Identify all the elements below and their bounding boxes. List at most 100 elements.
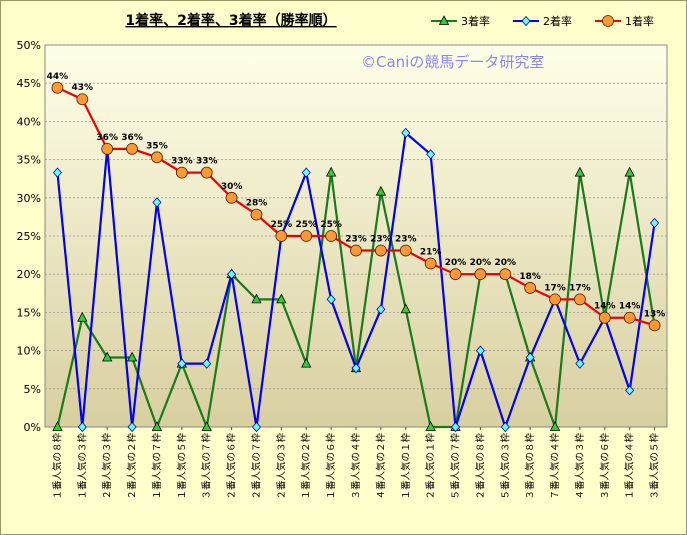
data-point: [227, 269, 237, 280]
data-point: [598, 311, 611, 324]
data-label: 17%: [544, 283, 566, 293]
data-label: 14%: [594, 302, 616, 312]
data-point: [251, 293, 262, 304]
x-tick-label: ２番人気の２枠: [126, 433, 138, 500]
x-tick-label: ２番人気の３枠: [275, 433, 287, 500]
data-label: 28%: [246, 199, 268, 209]
data-label: 23%: [345, 235, 367, 245]
data-point: [648, 319, 661, 332]
legend-entry: 3着率: [461, 14, 490, 28]
data-point: [276, 293, 287, 304]
data-label: 13%: [644, 309, 666, 319]
y-tick-label: 35%: [17, 154, 41, 167]
data-point: [52, 167, 62, 178]
legend-swatch-marker: [521, 15, 531, 27]
data-point: [202, 358, 212, 369]
data-point: [301, 167, 311, 178]
data-point: [126, 351, 138, 362]
x-tick-label: １番人気の６枠: [325, 433, 337, 500]
data-label: 20%: [495, 258, 517, 268]
y-tick-label: 30%: [17, 192, 41, 205]
x-tick-label: １番人気の４枠: [624, 433, 636, 500]
data-point: [101, 143, 114, 155]
data-label: 25%: [271, 220, 293, 230]
data-label: 23%: [370, 235, 392, 245]
x-tick-label: ５番人気の３枠: [499, 433, 511, 500]
x-tick-label: １番人気の８枠: [51, 433, 63, 500]
x-tick-label: ３番人気の４枠: [350, 433, 362, 500]
data-point: [549, 421, 561, 431]
chart-title: 1着率、2着率、3着率（勝率順）: [125, 12, 336, 29]
data-point: [77, 421, 87, 433]
x-tick-label: ２番人気の１枠: [425, 433, 437, 500]
data-label: 23%: [395, 235, 417, 245]
x-tick-label: ５番人気の７枠: [450, 433, 462, 500]
data-point: [449, 268, 462, 281]
data-point: [300, 230, 313, 242]
data-point: [77, 311, 88, 322]
legend-entry: 1着率: [625, 14, 654, 28]
x-tick-label: ３番人気の５枠: [649, 433, 661, 500]
data-point: [52, 421, 63, 431]
x-tick-label: ２番人気の８枠: [474, 433, 486, 500]
data-point: [525, 352, 535, 363]
series-3: 44%43%36% 36%35%33% 33%30%28%25% 25% 25%23% 2…: [47, 72, 666, 332]
data-point: [177, 358, 187, 369]
data-point: [127, 421, 137, 433]
data-point: [51, 81, 64, 94]
data-point: [376, 304, 386, 315]
data-label: 20%: [470, 258, 492, 268]
legend-swatch-marker: [438, 15, 450, 25]
data-point: [401, 127, 411, 138]
legend: 3着率 2着率 1着率: [431, 14, 654, 28]
data-label: 44%: [47, 72, 69, 82]
data-point: [325, 166, 337, 177]
data-point: [625, 385, 635, 396]
data-label: 25%: [320, 220, 342, 230]
x-tick-label: １番人気の１枠: [400, 433, 412, 500]
y-tick-label: 10%: [17, 345, 41, 358]
data-point: [326, 294, 336, 305]
data-point: [225, 191, 238, 204]
data-point: [426, 149, 436, 160]
data-point: [474, 268, 487, 281]
x-tick-label: ２番人気の３枠: [101, 433, 113, 500]
data-point: [275, 230, 288, 242]
data-point: [301, 357, 312, 368]
x-tick-label: ３番人気の７枠: [201, 433, 213, 500]
data-point: [500, 421, 510, 433]
y-tick-label: 25%: [17, 230, 41, 243]
data-point: [574, 166, 586, 177]
legend-swatch-marker: [602, 15, 614, 27]
data-point: [351, 363, 361, 374]
data-label: 36%: [96, 133, 118, 143]
x-tick-label: ４番人気の２枠: [375, 433, 387, 500]
data-label: 30%: [221, 182, 243, 192]
data-point: [475, 345, 485, 356]
data-point: [624, 166, 635, 177]
data-point: [650, 217, 660, 229]
data-point: [250, 208, 263, 221]
data-label: 33%: [196, 157, 218, 167]
data-label: 36%: [121, 133, 143, 143]
data-point: [424, 257, 437, 270]
data-point: [325, 230, 338, 242]
data-label: 14%: [619, 302, 641, 312]
x-tick-label: １番人気の７枠: [151, 433, 163, 500]
x-tick-label: ７番人気の４枠: [549, 433, 561, 500]
data-label: 25%: [295, 220, 317, 230]
data-label: 21%: [420, 248, 442, 258]
data-point: [201, 421, 212, 431]
y-tick-label: 40%: [17, 115, 41, 128]
data-point: [152, 197, 162, 208]
data-point: [200, 166, 213, 179]
data-point: [400, 303, 411, 314]
y-tick-label: 5%: [24, 383, 41, 396]
data-point: [399, 244, 412, 257]
x-tick-label: １番人気の２枠: [300, 433, 312, 500]
y-tick-label: 20%: [17, 268, 41, 281]
y-tick-label: 0%: [24, 421, 41, 434]
x-tick-label: ２番人気の７枠: [250, 433, 262, 500]
data-point: [375, 185, 387, 196]
